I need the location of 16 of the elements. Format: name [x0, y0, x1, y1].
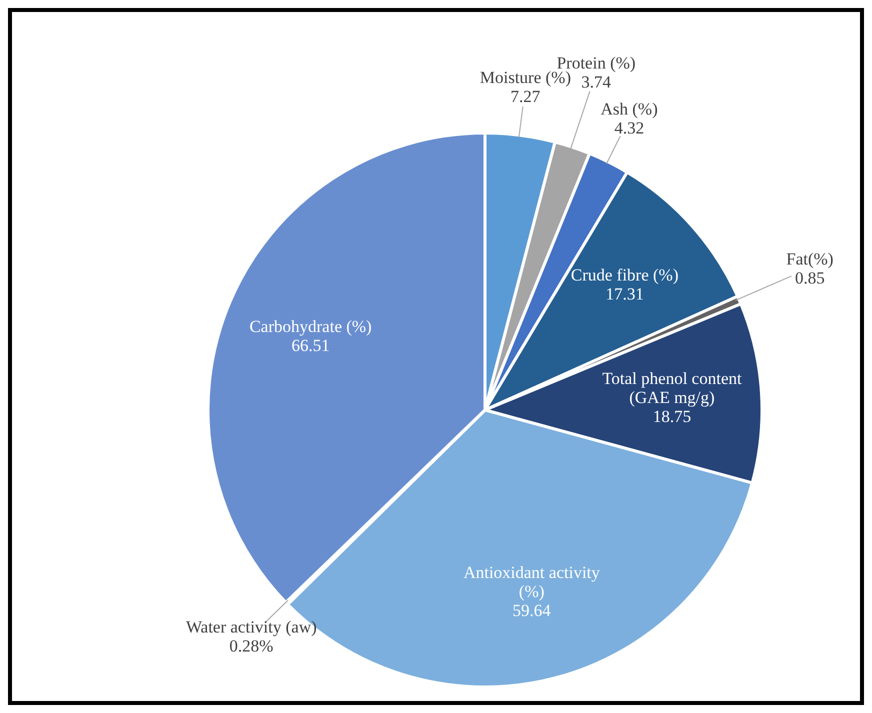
- data-label: 59.64: [512, 601, 552, 620]
- data-label: 17.31: [606, 284, 644, 304]
- data-label: 66.51: [291, 336, 330, 355]
- slice-label: Carbohydrate (%): [249, 316, 372, 336]
- slice-label: Total phenol content (GAE mg/g): [602, 369, 742, 408]
- data-label: 18.75: [652, 407, 692, 426]
- data-label: 0.85: [794, 268, 825, 288]
- slice-label: Antioxidant activity (%): [463, 563, 600, 602]
- data-label: 7.27: [510, 87, 541, 106]
- data-label: 4.32: [614, 118, 644, 138]
- slice-label: Ash (%): [600, 100, 658, 119]
- data-label: 3.74: [581, 72, 612, 92]
- slice-label: Crude fibre (%): [570, 265, 679, 284]
- data-label: 0.28%: [229, 636, 274, 656]
- slice-label: Water activity (aw): [186, 617, 317, 636]
- slice-label: Fat(%): [786, 250, 834, 269]
